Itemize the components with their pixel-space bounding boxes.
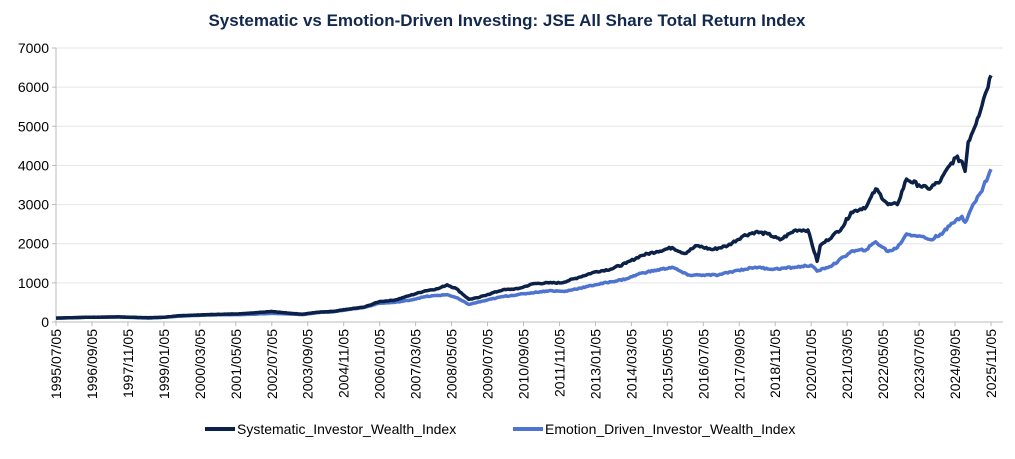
x-tick-label: 2016/07/05 — [695, 329, 711, 399]
x-tick-label: 2007/03/05 — [408, 329, 424, 399]
x-tick-label: 2025/11/05 — [983, 329, 999, 398]
x-tick-label: 1997/11/05 — [120, 329, 136, 398]
y-tick-label: 7000 — [18, 40, 49, 56]
y-tick-label: 1000 — [18, 275, 49, 291]
x-tick-label: 2013/01/05 — [587, 329, 603, 399]
x-tick-label: 2002/07/05 — [264, 329, 280, 399]
y-tick-label: 5000 — [18, 118, 49, 134]
x-tick-label: 2014/03/05 — [623, 329, 639, 399]
x-tick-label: 2023/07/05 — [911, 329, 927, 399]
y-tick-label: 4000 — [18, 157, 49, 173]
chart-title: Systematic vs Emotion-Driven Investing: … — [208, 11, 806, 30]
x-tick-label: 2024/09/05 — [947, 329, 963, 399]
x-tick-label: 1999/01/05 — [156, 329, 172, 399]
x-tick-label: 1996/09/05 — [84, 329, 100, 399]
x-tick-label: 2020/01/05 — [803, 329, 819, 399]
y-tick-label: 6000 — [18, 79, 49, 95]
x-tick-label: 2015/05/05 — [659, 329, 675, 399]
series-line-systematic — [55, 74, 993, 320]
y-tick-label: 2000 — [18, 236, 49, 252]
legend: Systematic_Investor_Wealth_Index Emotion… — [205, 421, 795, 437]
legend-label-systematic: Systematic_Investor_Wealth_Index — [237, 421, 456, 437]
x-tick-label: 2000/03/05 — [192, 329, 208, 399]
legend-label-emotion: Emotion_Driven_Investor_Wealth_Index — [545, 421, 795, 437]
x-tick-label: 2017/09/05 — [731, 329, 747, 399]
x-tick-label: 2001/05/05 — [228, 329, 244, 399]
x-tick-label: 2010/09/05 — [516, 329, 532, 399]
x-tick-label: 2004/11/05 — [336, 329, 352, 398]
y-tick-label: 0 — [41, 314, 49, 330]
x-tick-label: 2022/05/05 — [875, 329, 891, 399]
x-tick-label: 2009/07/05 — [480, 329, 496, 399]
x-tick-label: 2021/03/05 — [839, 329, 855, 399]
x-tick-label: 2008/05/05 — [444, 329, 460, 399]
x-tick-label: 2018/11/05 — [767, 329, 783, 398]
x-tick-label: 2011/11/05 — [551, 329, 567, 397]
x-tick-label: 1995/07/05 — [48, 329, 64, 399]
x-tick-label: 2003/09/05 — [300, 329, 316, 399]
x-tick-label: 2006/01/05 — [372, 329, 388, 399]
y-tick-label: 3000 — [18, 197, 49, 213]
